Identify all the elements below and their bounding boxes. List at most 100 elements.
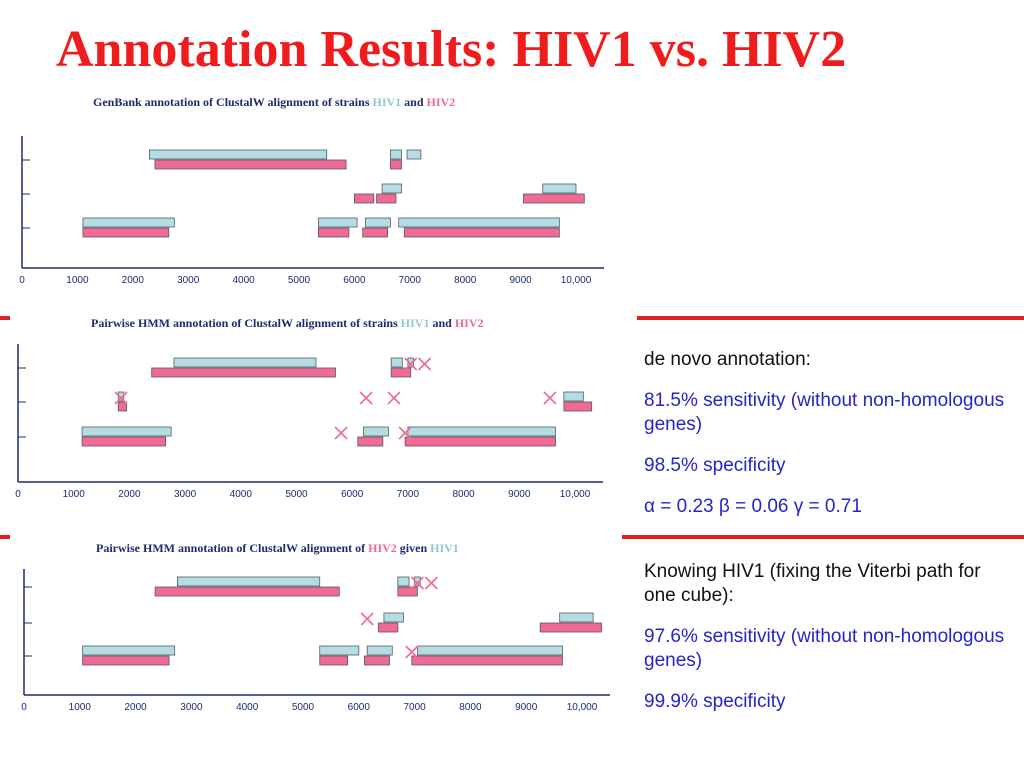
x-tick-label: 8000 [459,702,482,713]
x-tick-label: 7000 [403,702,426,713]
stats-de-novo-specificity: 98.5% specificity [644,455,786,476]
caption-part-2: and [429,316,454,330]
beta-value: = 0.06 [729,496,794,517]
stats-de-novo: de novo annotation: 81.5% sensitivity (w… [644,348,1016,536]
x-tick-label: 3000 [180,702,203,713]
x-tick-label: 0 [21,702,27,713]
caption-part-0: GenBank annotation of ClustalW alignment… [93,95,373,109]
mismatch-mark [360,612,374,626]
hiv1-segment [319,645,360,656]
chart-hmm-given-hiv1-svg: Pairwise HMM annotation of ClustalW alig… [21,541,610,713]
hiv2-segment [563,401,593,412]
hiv2-segment [81,436,167,447]
hiv1-segment [397,576,410,587]
stats-knowing-hiv1-sensitivity: 97.6% sensitivity (without non-homologou… [644,626,1005,671]
hiv1-segment [407,426,556,437]
hiv1-segment [383,612,404,623]
hiv1-segment [362,426,389,437]
hiv1-segment [82,217,175,228]
mismatch-mark [334,426,348,440]
divider-top-left [0,316,10,320]
hiv1-segment [542,183,577,194]
chart-caption: Pairwise HMM annotation of ClustalW alig… [96,541,459,555]
hiv1-segment [398,217,560,228]
beta-symbol: β [718,496,730,517]
mismatch-mark [114,391,128,405]
hiv2-segment [317,227,350,238]
hiv1-segment [317,217,358,228]
hiv2-segment [117,401,128,412]
hiv1-segment [390,149,402,160]
x-tick-label: 5000 [292,702,315,713]
x-tick-label: 5000 [285,489,308,500]
mismatch-mark [418,357,432,371]
caption-part-2: and [401,95,426,109]
chart-hmm-given-hiv1: Pairwise HMM annotation of ClustalW alig… [0,537,640,719]
hiv1-segment [381,183,402,194]
x-tick-label: 3000 [174,489,197,500]
hiv2-segment [154,159,347,170]
slide-title: Annotation Results: HIV1 vs. HIV2 [56,21,847,78]
x-tick-label: 8000 [454,275,477,286]
hiv2-segment [390,159,402,170]
x-tick-label: 8000 [452,489,475,500]
stats-knowing-hiv1-specificity: 99.9% specificity [644,691,786,712]
hiv1-segment [81,426,172,437]
caption-part-0: Pairwise HMM annotation of ClustalW alig… [96,541,368,555]
chart-caption: GenBank annotation of ClustalW alignment… [93,95,455,109]
caption-part-3: HIV2 [427,95,456,109]
x-tick-label: 0 [19,275,25,286]
chart-caption: Pairwise HMM annotation of ClustalW alig… [91,316,483,330]
caption-part-1: HIV1 [373,95,402,109]
x-tick-label: 9000 [509,275,532,286]
x-tick-label: 4000 [236,702,259,713]
hiv1-segment [559,612,594,623]
caption-part-1: HIV2 [368,541,397,555]
hiv2-segment [353,193,375,204]
x-tick-label: 6000 [348,702,371,713]
chart-pairwise-hmm: Pairwise HMM annotation of ClustalW alig… [0,312,640,504]
mismatch-mark [543,391,557,405]
hiv2-segment [82,655,170,666]
hiv2-segment [154,586,340,597]
mismatch-mark [410,576,424,590]
hiv1-segment [390,357,403,368]
caption-part-0: Pairwise HMM annotation of ClustalW alig… [91,316,401,330]
x-tick-label: 0 [15,489,21,500]
hiv2-segment [390,367,412,378]
hiv1-segment [407,357,414,368]
hiv2-segment [362,227,389,238]
hiv2-segment [82,227,170,238]
hiv2-segment [522,193,585,204]
x-tick-label: 7000 [399,275,422,286]
caption-part-2: given [397,541,430,555]
gamma-symbol: γ [793,496,804,517]
mismatch-mark [405,645,419,659]
x-tick-label: 1000 [69,702,92,713]
hiv2-segment [151,367,336,378]
x-tick-label: 4000 [230,489,253,500]
hiv1-segment [173,357,317,368]
x-tick-label: 4000 [232,275,255,286]
stats-knowing-hiv1-heading: Knowing HIV1 (fixing the Viterbi path fo… [644,561,981,606]
x-tick-label: 10,000 [561,275,592,286]
hiv1-segment [117,391,125,402]
chart-genbank-svg: GenBank annotation of ClustalW alignment… [19,95,604,286]
hiv2-segment [397,586,418,597]
caption-part-3: HIV2 [455,316,484,330]
stats-de-novo-heading: de novo annotation: [644,349,811,370]
x-tick-label: 6000 [343,275,366,286]
x-tick-label: 10,000 [560,489,591,500]
hiv1-segment [406,149,422,160]
hiv1-segment [365,217,391,228]
mismatch-mark [359,391,373,405]
hiv2-segment [319,655,349,666]
x-tick-label: 9000 [508,489,531,500]
x-tick-label: 1000 [66,275,89,286]
x-tick-label: 5000 [288,275,311,286]
stats-de-novo-sensitivity: 81.5% sensitivity (without non-homologou… [644,390,1005,435]
hiv2-segment [404,436,556,447]
mismatch-mark [387,391,401,405]
alpha-value: = 0.23 [654,496,719,517]
gamma-value: = 0.71 [803,496,862,517]
